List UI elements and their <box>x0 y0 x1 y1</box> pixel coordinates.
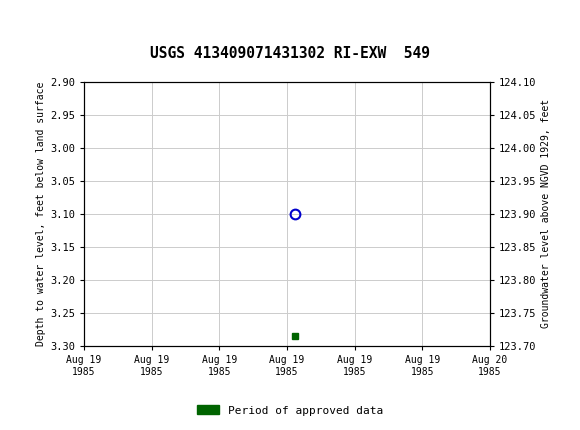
Text: USGS: USGS <box>32 9 92 28</box>
Y-axis label: Depth to water level, feet below land surface: Depth to water level, feet below land su… <box>36 82 46 346</box>
Legend: Period of approved data: Period of approved data <box>193 401 387 420</box>
Text: USGS 413409071431302 RI-EXW  549: USGS 413409071431302 RI-EXW 549 <box>150 46 430 61</box>
Y-axis label: Groundwater level above NGVD 1929, feet: Groundwater level above NGVD 1929, feet <box>541 99 551 329</box>
Text: ≡: ≡ <box>0 5 20 33</box>
